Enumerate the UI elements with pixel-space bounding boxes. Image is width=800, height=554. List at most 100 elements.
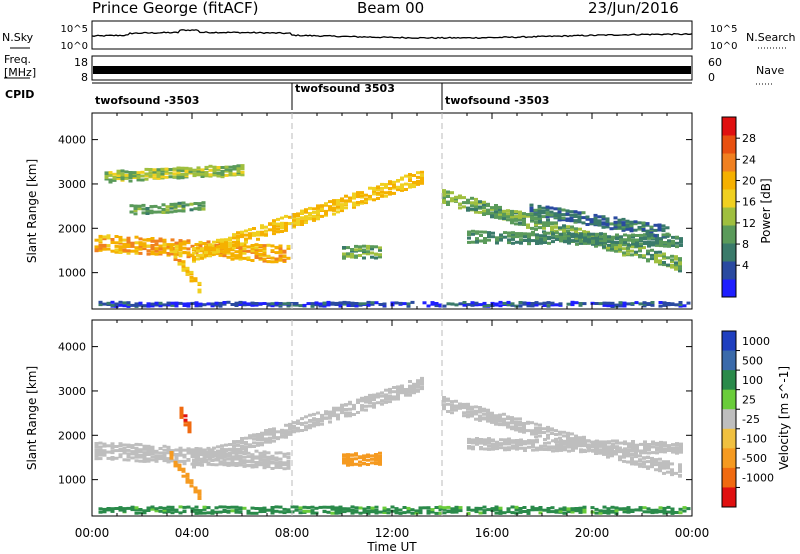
power-cell [232,233,236,237]
velocity-cell [442,396,446,399]
velocity-cell [142,511,147,515]
power-cell [388,192,392,196]
velocity-cell [567,445,571,449]
velocity-cell [575,443,579,447]
velocity-cell [394,507,399,511]
power-cell [434,302,439,305]
power-cell [530,215,534,219]
power-cell [129,204,134,208]
power-cell [635,244,639,248]
power-cell [607,240,611,243]
power-cell [161,208,166,211]
velocity-cell [603,448,607,451]
power-cell [197,290,202,294]
power-cell [220,175,225,179]
power-cell [538,226,542,230]
velocity-cell [262,455,267,459]
velocity-cell [498,417,502,421]
power-cell [675,241,679,245]
cpid-label: CPID [5,88,34,101]
velocity-cell [376,401,380,405]
velocity-cell [603,440,607,444]
power-cell [408,185,412,189]
velocity-cell [340,403,344,407]
power-cell [621,217,626,221]
power-cell [374,245,378,249]
power-cell [148,168,153,171]
velocity-cell [543,441,547,445]
velocity-cell [262,450,267,454]
power-cell [543,238,547,242]
power-cell [642,246,646,250]
power-cell [579,232,583,236]
velocity-cell [258,461,263,465]
velocity-cell [404,393,408,397]
power-cell [230,248,235,252]
velocity-cell [179,414,184,418]
velocity-cell [482,511,487,515]
velocity-cell [334,509,339,513]
power-cell [482,209,486,213]
power-cell [262,259,267,263]
power-cell [104,171,109,175]
velocity-cell [518,429,522,433]
power-cell [108,173,113,177]
power-cell [583,239,587,243]
velocity-cell [550,427,554,431]
velocity-cell [150,458,155,462]
velocity-cell [370,454,374,458]
velocity-cell [240,450,244,454]
power-cell [146,302,151,306]
velocity-cell [412,382,416,386]
power-cell [362,251,366,255]
velocity-cell [670,507,675,511]
velocity-cell [130,452,135,456]
power-cell [662,254,666,258]
power-cell [162,243,167,247]
velocity-cell [470,414,474,418]
power-cell [120,177,125,181]
power-cell [216,166,221,169]
power-cell [168,171,173,175]
power-cell [567,241,571,245]
power-cell [212,240,216,244]
power-cell [638,246,642,250]
power-cell [446,190,450,194]
velocity-cell [197,497,202,500]
power-cell [550,221,554,225]
power-cell [250,303,255,307]
power-cell [228,236,232,240]
power-cell [569,216,574,220]
velocity-cell [134,453,139,457]
power-cell [658,259,662,263]
power-colorbar-swatch [722,225,736,244]
velocity-cell [218,510,223,514]
velocity-cell [326,510,331,514]
power-cell [193,277,198,281]
power-cell [601,217,606,221]
velocity-cell [396,393,400,397]
power-cell [236,234,240,238]
velocity-cell [246,455,251,459]
velocity-cell [286,510,291,514]
power-cell [94,247,99,251]
velocity-cell [662,466,666,470]
power-cell [368,186,372,190]
power-cell [647,244,651,248]
power-cell [346,304,351,307]
velocity-cell [348,414,352,418]
power-cell [137,207,142,211]
power-cell [623,238,627,242]
power-cell [650,257,654,261]
velocity-cell [518,510,523,514]
power-cell [502,212,506,216]
power-cell [264,233,268,237]
power-cell [518,210,522,214]
power-cell [587,240,591,244]
power-cell [546,304,551,308]
power-cell [214,303,219,307]
velocity-cell [218,460,223,464]
power-cell [216,240,220,244]
velocity-cell [266,460,271,464]
velocity-cell [606,507,611,511]
